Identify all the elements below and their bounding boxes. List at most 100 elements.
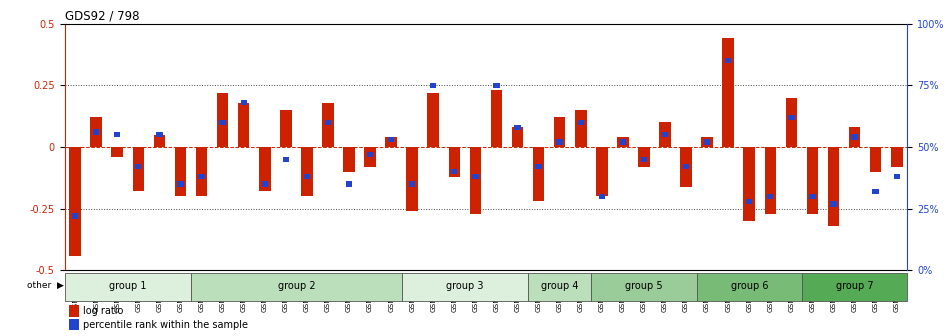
Text: GDS92 / 798: GDS92 / 798 <box>65 9 139 23</box>
Bar <box>512 127 523 147</box>
Bar <box>301 147 313 196</box>
Bar <box>283 157 289 162</box>
Bar <box>557 139 562 145</box>
Bar <box>448 147 460 177</box>
Bar <box>768 194 773 199</box>
Bar <box>196 147 207 196</box>
Text: group 4: group 4 <box>541 282 579 291</box>
Bar <box>872 189 879 194</box>
Bar <box>725 58 732 63</box>
Text: group 3: group 3 <box>446 282 484 291</box>
Bar <box>870 147 882 172</box>
Text: group 7: group 7 <box>836 282 873 291</box>
Bar <box>451 169 458 174</box>
Bar <box>386 137 397 147</box>
Bar <box>746 199 752 204</box>
Bar <box>72 213 78 219</box>
Bar <box>638 147 650 167</box>
Bar <box>280 110 292 147</box>
Bar <box>851 134 858 140</box>
Bar <box>364 147 376 167</box>
Bar <box>388 137 394 142</box>
Bar <box>554 117 565 147</box>
Bar <box>809 194 816 199</box>
Bar <box>704 139 711 145</box>
Bar <box>178 181 183 187</box>
Bar <box>848 127 861 147</box>
Bar <box>133 147 144 192</box>
Bar <box>578 120 584 125</box>
Bar <box>238 102 250 147</box>
FancyBboxPatch shape <box>528 273 591 301</box>
Bar <box>891 147 902 167</box>
Bar <box>111 147 124 157</box>
Bar <box>598 194 605 199</box>
Bar <box>322 102 333 147</box>
FancyBboxPatch shape <box>802 273 907 301</box>
Bar <box>154 135 165 147</box>
Bar <box>472 174 479 179</box>
Bar <box>680 147 692 186</box>
Bar <box>240 100 247 105</box>
Bar <box>199 174 204 179</box>
Bar <box>175 147 186 196</box>
Bar <box>430 83 436 88</box>
Bar <box>304 174 310 179</box>
Bar <box>68 319 79 330</box>
Bar <box>325 120 332 125</box>
Text: group 1: group 1 <box>109 282 146 291</box>
Bar <box>619 139 626 145</box>
Bar <box>69 147 81 256</box>
Bar <box>490 90 503 147</box>
Bar <box>827 147 839 226</box>
Bar <box>469 147 482 214</box>
Text: log ratio: log ratio <box>84 306 124 317</box>
Bar <box>659 122 671 147</box>
Bar <box>428 93 439 147</box>
Bar <box>114 132 121 137</box>
Bar <box>640 157 647 162</box>
Bar <box>786 97 797 147</box>
Bar <box>407 147 418 211</box>
Bar <box>219 120 226 125</box>
Bar <box>536 164 542 169</box>
Bar <box>830 201 837 207</box>
Bar <box>409 181 415 187</box>
FancyBboxPatch shape <box>591 273 696 301</box>
Bar <box>346 181 352 187</box>
Bar <box>807 147 818 214</box>
Text: percentile rank within the sample: percentile rank within the sample <box>84 320 248 330</box>
Bar <box>156 132 162 137</box>
Bar <box>90 117 102 147</box>
Text: group 5: group 5 <box>625 282 663 291</box>
FancyBboxPatch shape <box>696 273 802 301</box>
FancyBboxPatch shape <box>402 273 528 301</box>
Bar <box>93 129 100 135</box>
Text: other  ▶: other ▶ <box>27 281 64 290</box>
Bar <box>493 83 500 88</box>
Bar <box>343 147 354 172</box>
Bar <box>596 147 608 196</box>
Bar <box>367 152 373 157</box>
Bar <box>701 137 712 147</box>
Bar <box>259 147 271 192</box>
Bar <box>68 305 79 317</box>
Bar <box>744 147 755 221</box>
FancyBboxPatch shape <box>191 273 402 301</box>
Bar <box>135 164 142 169</box>
Text: group 2: group 2 <box>277 282 315 291</box>
Bar <box>533 147 544 201</box>
Bar <box>662 132 668 137</box>
Bar <box>575 110 586 147</box>
Bar <box>514 125 521 130</box>
Bar <box>722 38 734 147</box>
Bar <box>261 181 268 187</box>
FancyBboxPatch shape <box>65 273 191 301</box>
Bar <box>765 147 776 214</box>
Bar <box>618 137 629 147</box>
Text: group 6: group 6 <box>731 282 768 291</box>
Bar <box>683 164 689 169</box>
Bar <box>894 174 900 179</box>
Bar <box>788 115 794 120</box>
Bar <box>217 93 228 147</box>
